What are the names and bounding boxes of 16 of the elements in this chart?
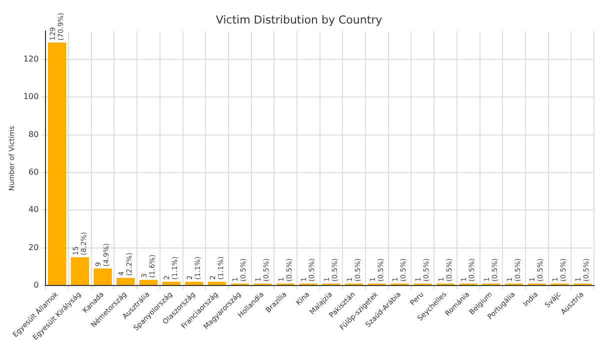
bar [185,282,204,285]
bar [116,278,135,285]
y-tick-label: 80 [28,130,39,139]
y-tick-label: 0 [34,280,39,290]
y-tick-label: 60 [28,168,39,177]
chart-title: Victim Distribution by Country [216,13,383,26]
y-tick-label: 100 [23,92,39,102]
bar [70,257,90,285]
y-tick-label: 120 [23,54,39,64]
bar [139,280,158,285]
y-tick-label: 40 [28,205,39,214]
y-tick-label: 20 [28,242,39,252]
bar [162,282,180,285]
bar [48,42,66,285]
bar [94,268,112,285]
bar [208,282,226,285]
